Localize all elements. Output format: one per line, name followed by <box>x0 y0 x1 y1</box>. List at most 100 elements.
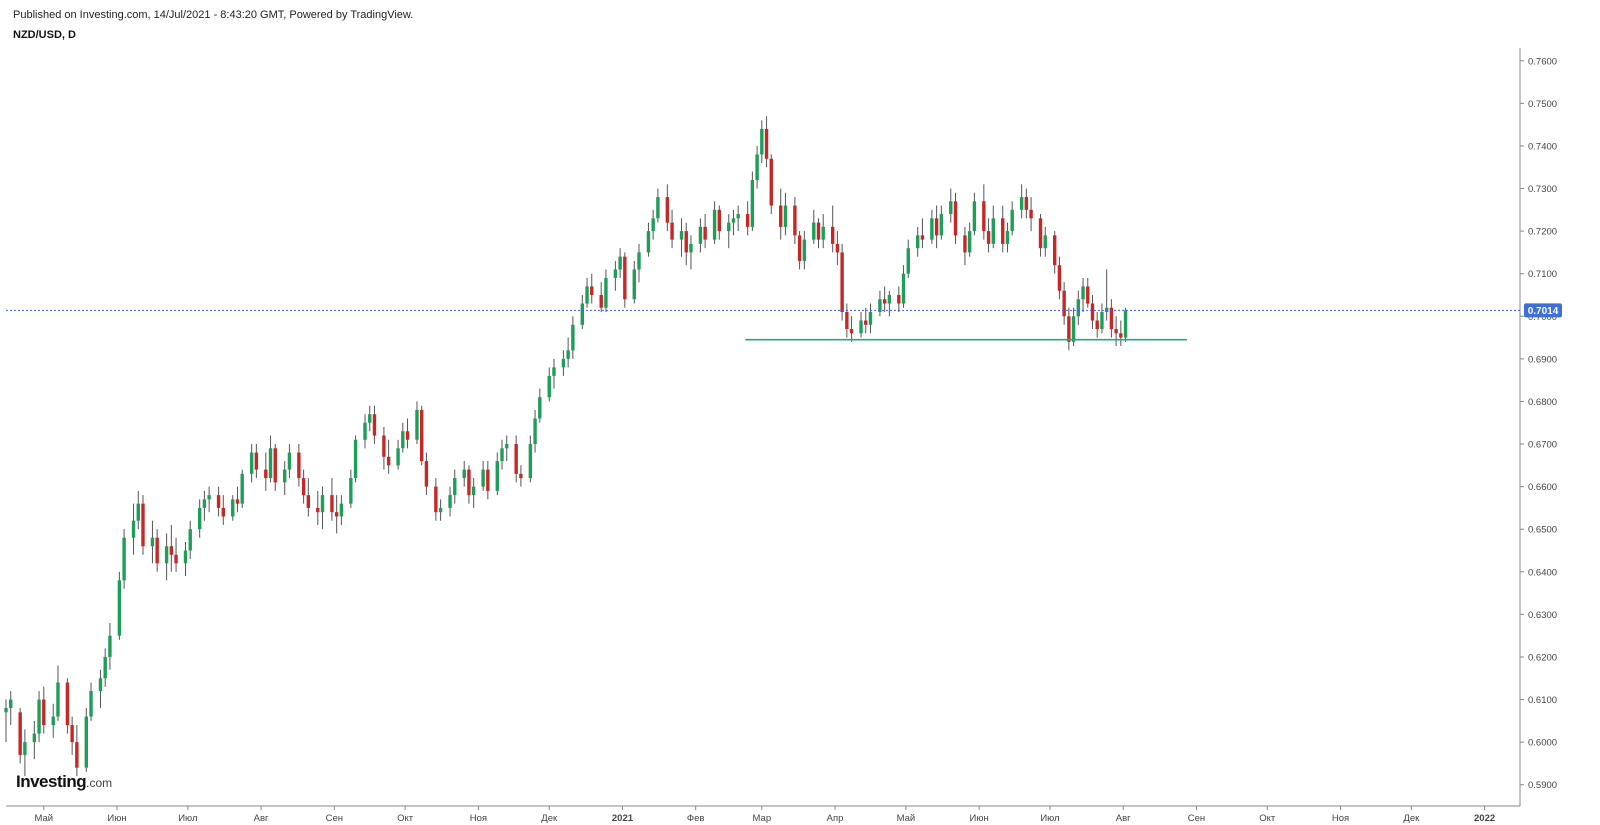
candle <box>453 469 457 504</box>
candle <box>651 209 655 240</box>
candle <box>1052 231 1057 274</box>
candle <box>519 465 523 487</box>
candle <box>769 154 773 215</box>
candle-body <box>949 201 953 215</box>
candle-body <box>878 299 882 313</box>
candle <box>712 201 717 244</box>
candle-body <box>604 277 608 308</box>
candle <box>618 248 622 278</box>
y-tick-label: 0.7200 <box>1528 227 1557 238</box>
y-tick-label: 0.6800 <box>1528 397 1557 408</box>
x-tick-label: Июл <box>1040 813 1059 824</box>
x-tick-label: Авг <box>1116 813 1131 824</box>
candle-body <box>65 682 70 726</box>
candle-body <box>164 546 169 564</box>
candle-body <box>103 656 107 679</box>
candle <box>547 367 551 402</box>
candle <box>1005 222 1010 253</box>
x-tick-label: Дек <box>541 813 558 824</box>
candle-body <box>897 294 901 304</box>
candle-body <box>684 231 688 253</box>
candle <box>202 490 207 521</box>
candle-body <box>51 716 55 726</box>
x-tick-label: Дек <box>1403 813 1420 824</box>
candle <box>1081 277 1085 313</box>
candle-body <box>273 448 277 483</box>
candle <box>401 422 405 453</box>
candle-body <box>221 507 225 517</box>
candle <box>1090 294 1095 330</box>
candle-body <box>1100 312 1104 330</box>
candle <box>382 427 386 470</box>
candle-body <box>42 699 46 726</box>
candle <box>75 725 79 777</box>
candle <box>717 205 722 240</box>
y-tick-label: 0.5900 <box>1528 780 1557 791</box>
x-tick-label: Май <box>34 813 53 824</box>
candle <box>363 414 367 449</box>
candle <box>840 243 844 321</box>
candle <box>637 243 641 283</box>
candle <box>930 209 934 244</box>
candle-body <box>18 712 22 755</box>
time-axis[interactable]: Май Июн Июл Авг Сен Окт Ноя Дек 2021 Фев Мар Апр Май… <box>34 806 1495 824</box>
candle-body <box>231 499 235 517</box>
candle <box>306 478 311 517</box>
candle-body <box>783 205 788 227</box>
candle-body <box>519 473 523 479</box>
y-tick-label: 0.6500 <box>1528 525 1557 536</box>
candle <box>972 192 977 236</box>
x-tick-label: Фев <box>687 813 705 824</box>
candle <box>216 486 221 517</box>
candle-body <box>745 214 750 227</box>
candle <box>986 218 991 253</box>
candle-body <box>571 324 575 351</box>
candle-body <box>84 716 89 768</box>
candle <box>783 192 788 236</box>
candle <box>434 478 438 521</box>
candle <box>18 708 22 764</box>
candle <box>920 218 925 249</box>
candle <box>963 226 967 266</box>
candle-body <box>769 158 773 206</box>
candle-body <box>1119 333 1123 338</box>
candle-body <box>868 312 873 325</box>
candle-body <box>368 414 372 423</box>
candle <box>396 439 400 470</box>
candle-body <box>155 537 159 564</box>
candle <box>1019 184 1024 219</box>
x-tick-label: Июл <box>178 813 197 824</box>
candle-body <box>528 444 533 479</box>
candle <box>571 316 575 359</box>
candle-body <box>462 469 466 479</box>
investing-logo[interactable]: Investing.com <box>16 772 112 792</box>
candle <box>845 303 849 338</box>
candle <box>386 439 391 474</box>
candle <box>221 495 225 525</box>
logo-domain: .com <box>86 776 113 790</box>
candle-body <box>963 235 967 253</box>
candle-body <box>859 320 863 334</box>
candle <box>1043 226 1047 257</box>
candle-body <box>882 299 887 304</box>
candle-body <box>89 691 93 717</box>
candle-body <box>613 269 618 278</box>
candle <box>169 524 174 572</box>
candle-body <box>264 469 268 479</box>
candle-body <box>1086 286 1090 304</box>
candle <box>1086 277 1090 308</box>
candle <box>415 401 419 445</box>
candle-body <box>845 312 849 330</box>
x-tick-label: Апр <box>827 813 844 824</box>
price-axis[interactable]: 0.5900 0.6000 0.6100 0.6200 0.6300 0.6400 0.65… <box>1520 56 1557 791</box>
candle <box>467 465 471 504</box>
x-tick-label: 2022 <box>1474 813 1495 824</box>
candle <box>1100 303 1104 334</box>
candle <box>37 691 41 743</box>
candle-body <box>802 239 807 261</box>
candle <box>23 729 27 777</box>
candle-body <box>1067 316 1071 342</box>
candle <box>736 205 740 232</box>
candle <box>56 665 60 721</box>
